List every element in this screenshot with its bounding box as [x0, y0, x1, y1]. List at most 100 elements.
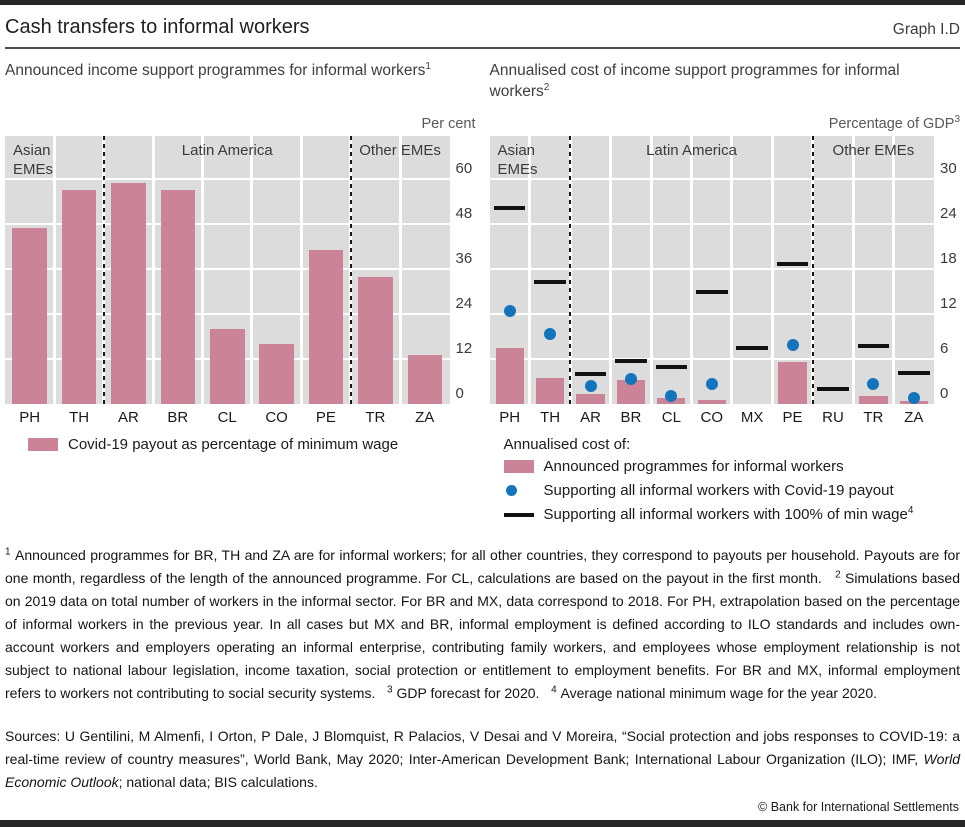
group-separator	[811, 136, 814, 404]
plot-area: Asian EMEs Latin America Other EMEs	[489, 136, 934, 404]
x-label-AR: AR	[118, 409, 139, 426]
y-tick-12: 12	[455, 340, 473, 357]
gridline	[489, 313, 934, 315]
y-tick-24: 24	[455, 295, 473, 312]
x-axis-spacer	[934, 409, 960, 426]
dash-icon	[503, 512, 534, 517]
panel-title: Annualised cost of income support progra…	[489, 62, 900, 100]
y-tick-24: 24	[940, 205, 957, 222]
y-axis-ticks: 0 12 24 36 48 60	[450, 136, 476, 404]
y-tick-48: 48	[455, 205, 473, 222]
column-separator	[690, 136, 694, 404]
dot-CO	[705, 377, 718, 390]
legend-bar-swatch	[503, 460, 534, 473]
plot-row: Asian EMEs Latin America Other EMEs 0 12 24 3…	[5, 136, 476, 404]
dot-CL	[665, 389, 678, 402]
gridline	[5, 223, 450, 225]
y-tick-36: 36	[455, 250, 473, 267]
legend-item: Supporting all informal workers with Cov…	[504, 482, 961, 499]
gridline	[489, 268, 934, 270]
dot-BR	[624, 373, 637, 386]
y-tick-12: 12	[940, 295, 957, 312]
dash-CO	[695, 290, 728, 295]
group-separator	[102, 136, 105, 404]
bottom-rule-bar	[0, 820, 965, 827]
x-label-CL: CL	[217, 409, 237, 426]
group-label: Latin America	[181, 142, 273, 159]
column-separator	[299, 136, 303, 404]
y-tick-30: 30	[940, 160, 957, 177]
column-separator	[52, 136, 56, 404]
x-label-MX: MX	[740, 409, 764, 426]
dash-RU	[817, 387, 849, 391]
column-separator	[851, 136, 855, 404]
legend-item: Announced programmes for informal worker…	[503, 458, 961, 475]
plot-row: Asian EMEs Latin America Other EMEs 0 6 12 18…	[489, 136, 961, 404]
dash-PE	[776, 261, 809, 266]
x-axis-labels: PH TH AR BR CL CO PE TR ZA	[5, 409, 450, 426]
group-label: Latin America	[646, 142, 737, 159]
graph-id-label: Graph I.D	[892, 21, 960, 38]
x-label-PE: PE	[782, 409, 803, 426]
bar-ZA	[407, 355, 443, 404]
column-separator	[770, 136, 774, 404]
legend-label: Supporting all informal workers with Cov…	[543, 482, 894, 499]
bar-PH	[12, 227, 47, 404]
x-label-TR: TR	[863, 409, 884, 426]
y-axis-unit-label: Percentage of GDP3	[828, 114, 960, 132]
bar-PE	[308, 250, 344, 404]
bar-TR	[859, 395, 888, 404]
x-label-TR: TR	[365, 409, 386, 426]
dot-TH	[544, 328, 557, 341]
legend-bar-swatch	[28, 438, 58, 451]
dot-PH	[503, 305, 516, 317]
page-title: Cash transfers to informal workers	[5, 16, 310, 38]
legend-item: Supporting all informal workers with 100…	[503, 506, 961, 523]
x-label-PH: PH	[19, 409, 41, 426]
y-tick-0: 0	[455, 385, 464, 402]
dot-TR	[867, 377, 880, 390]
y-tick-18: 18	[940, 250, 957, 267]
plot-area: Asian EMEs Latin America Other EMEs	[5, 136, 450, 404]
bar-icon	[28, 438, 58, 451]
bar-CO	[259, 344, 294, 404]
panel-title: Announced income support programmes for …	[5, 60, 431, 79]
column-separator	[609, 136, 613, 404]
dash-CL	[655, 365, 688, 370]
dot-PE	[786, 338, 799, 351]
bar-CL	[209, 329, 245, 404]
legend: Annualised cost of: Announced programmes…	[490, 436, 961, 523]
report-header: Cash transfers to informal workers Graph…	[5, 5, 960, 49]
bar-AR	[576, 394, 605, 404]
legend-heading: Annualised cost of:	[503, 436, 631, 453]
dash-ZA	[898, 371, 930, 376]
x-label-TH: TH	[540, 409, 561, 426]
gridline	[5, 313, 450, 315]
x-axis-labels: PH TH AR BR CL CO MX PE RU TR ZA	[490, 409, 935, 426]
x-label-CO: CO	[265, 409, 288, 426]
panel-announced-programmes: Announced income support programmes for …	[5, 61, 476, 530]
bar-CO	[697, 400, 726, 404]
column-separator	[201, 136, 205, 404]
bar-TH	[61, 190, 97, 404]
footnotes-text: 1 Announced programmes for BR, TH and ZA…	[5, 546, 960, 701]
bar-PH	[495, 347, 524, 404]
group-separator	[349, 136, 352, 404]
dot-icon	[505, 485, 517, 496]
x-label-ZA: ZA	[415, 409, 435, 426]
bar-icon	[503, 460, 534, 473]
column-separator	[250, 136, 254, 404]
copyright-notice: © Bank for International Settlements	[758, 800, 959, 814]
x-label-RU: RU	[822, 409, 844, 426]
dot-ZA	[907, 392, 920, 404]
gridline	[5, 268, 450, 270]
group-label: Other EMEs	[832, 142, 915, 159]
y-tick-6: 6	[940, 340, 949, 357]
legend-dot-marker	[504, 485, 534, 496]
sources-text: Sources: U Gentilini, M Almenfi, I Orton…	[5, 728, 960, 790]
y-tick-60: 60	[455, 160, 473, 177]
gridline	[5, 178, 450, 180]
top-rule-bar	[0, 0, 965, 5]
legend-label: Announced programmes for informal worker…	[543, 458, 844, 475]
x-label-CO: CO	[700, 409, 723, 426]
